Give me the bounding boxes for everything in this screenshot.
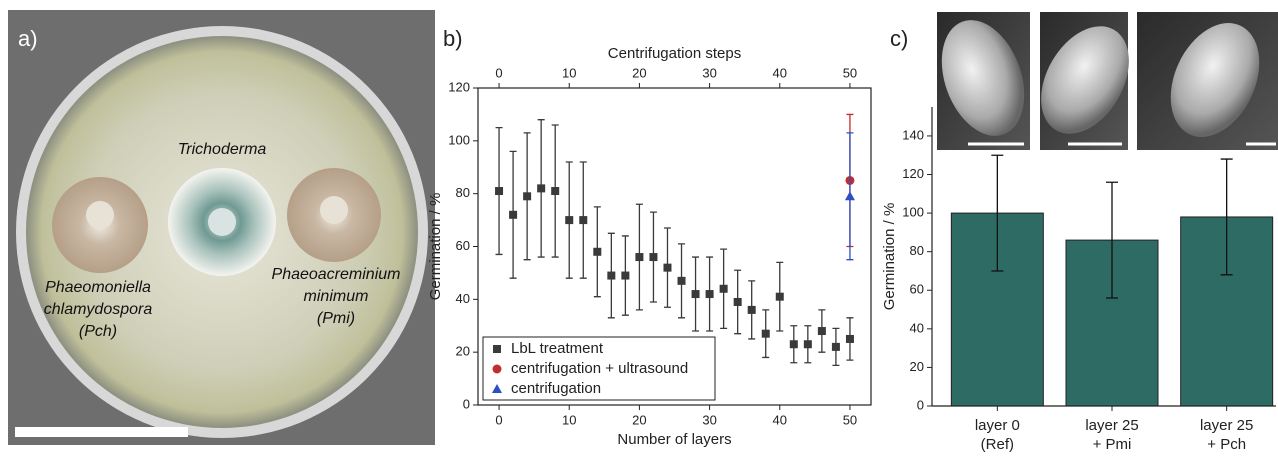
marker (537, 184, 546, 193)
panel-label: a) (18, 26, 38, 51)
marker (719, 284, 728, 293)
spore (1170, 23, 1260, 137)
x-tick-label: 40 (773, 412, 787, 427)
y-tick-label: 0 (917, 397, 924, 412)
photo-label: Phaeomoniella (45, 279, 151, 296)
y-tick-label: 100 (448, 132, 470, 147)
spore (941, 20, 1025, 136)
error-bar (1106, 181, 1118, 299)
marker (621, 271, 630, 280)
y-tick-label: 0 (463, 396, 470, 411)
scale-bar (15, 427, 188, 437)
y-tick-label: 120 (448, 79, 470, 94)
x-tick-label: layer 25 (1200, 417, 1253, 434)
x-tick-label: + Pmi (1093, 436, 1132, 452)
x-tick-label: 10 (562, 412, 576, 427)
y-tick-label: 20 (456, 344, 470, 359)
marker (579, 216, 588, 225)
y-tick-label: 60 (456, 238, 470, 253)
legend-marker (493, 345, 501, 353)
marker (677, 276, 686, 285)
x2-tick-label: 30 (702, 65, 716, 80)
x-tick-label: layer 0 (975, 417, 1020, 434)
marker (817, 327, 826, 336)
x2-tick-label: 50 (843, 65, 857, 80)
x-tick-label: 30 (702, 412, 716, 427)
y-tick-label: 80 (456, 185, 470, 200)
marker (509, 210, 518, 219)
y-tick-label: 100 (902, 205, 924, 220)
marker (789, 340, 798, 349)
y-tick-label: 20 (910, 359, 924, 374)
marker (691, 290, 700, 299)
photo-label: minimum (304, 288, 369, 305)
marker (844, 191, 855, 201)
panel-label: b) (443, 26, 463, 51)
photo-label: Phaeoacreminium (272, 266, 401, 283)
y-tick-label: 120 (902, 166, 924, 181)
photo-panel (8, 10, 435, 445)
legend-label: centrifugation + ultrasound (511, 360, 688, 377)
legend-box (482, 336, 716, 401)
marker (705, 290, 714, 299)
panel-label: c) (890, 26, 908, 51)
x-axis-label: Number of layers (617, 431, 731, 448)
marker (495, 187, 504, 196)
colony-center (208, 208, 236, 236)
legend-marker (492, 364, 502, 374)
photo-label: (Pmi) (317, 310, 355, 327)
legend-marker (492, 384, 502, 393)
colony-center (320, 196, 348, 224)
x2-axis-label: Centrifugation steps (608, 45, 741, 62)
photo-label: Trichoderma (178, 141, 267, 158)
error-bar (1220, 158, 1233, 276)
x-tick-label: 20 (632, 412, 646, 427)
x2-tick-label: 20 (632, 65, 646, 80)
marker (803, 340, 812, 349)
marker (565, 216, 574, 225)
x-tick-label: layer 25 (1085, 417, 1138, 434)
y-tick-label: 140 (902, 127, 924, 142)
marker (761, 329, 770, 338)
marker (551, 187, 560, 196)
y-tick-label: 80 (910, 243, 924, 258)
x-tick-label: + Pch (1207, 436, 1246, 452)
x-tick-label: (Ref) (981, 436, 1014, 452)
marker (845, 334, 854, 343)
photo-label: (Pch) (79, 323, 117, 340)
error-bar (991, 154, 1004, 272)
x2-tick-label: 40 (773, 65, 787, 80)
marker (635, 253, 644, 262)
marker (607, 271, 616, 280)
y-tick-label: 40 (456, 291, 470, 306)
x2-tick-label: 0 (495, 65, 502, 80)
spore (1041, 26, 1129, 134)
colony-center (86, 201, 114, 229)
sem-images (937, 12, 1278, 150)
marker (747, 305, 756, 314)
x-tick-label: 0 (495, 412, 502, 427)
marker (649, 253, 658, 262)
y-axis-label: Germination / % (427, 193, 444, 301)
marker (831, 342, 840, 351)
marker (775, 292, 784, 301)
y-tick-label: 40 (910, 320, 924, 335)
y-tick-label: 60 (910, 282, 924, 297)
marker (523, 192, 532, 201)
marker (733, 297, 742, 306)
x2-tick-label: 10 (562, 65, 576, 80)
x-tick-label: 50 (843, 412, 857, 427)
photo-label: chlamydospora (44, 301, 153, 318)
marker (593, 247, 602, 256)
y-axis-label: Germination / % (881, 203, 898, 311)
legend-label: LbL treatment (511, 340, 604, 357)
legend-label: centrifugation (511, 380, 601, 397)
marker (663, 263, 672, 272)
